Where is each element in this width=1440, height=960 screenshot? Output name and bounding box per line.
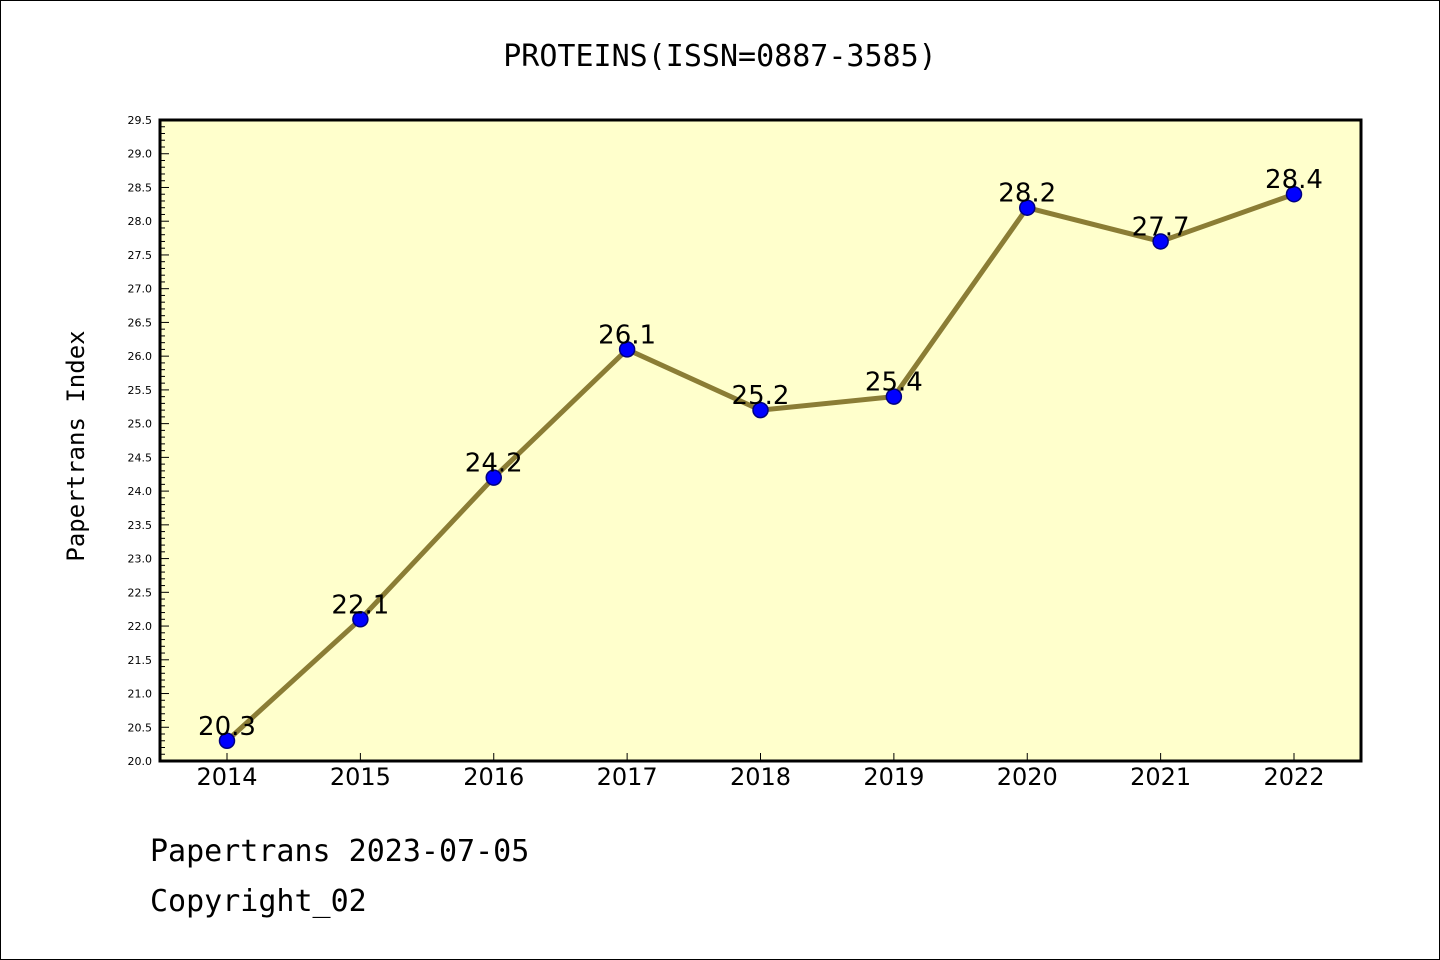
y-tick-label: 21.0 [128,688,153,701]
y-tick-label: 28.5 [128,181,153,194]
data-label: 22.1 [331,590,389,620]
data-label: 20.3 [198,712,256,742]
data-point [1019,199,1036,216]
y-tick-label: 23.5 [128,519,153,532]
x-tick-label: 2018 [730,763,791,791]
y-tick-label: 22.5 [128,586,153,599]
x-tick-label: 2015 [330,763,391,791]
y-tick-label: 26.0 [128,350,153,363]
footer-date: Papertrans 2023-07-05 [150,834,530,869]
y-axis-label: Papertrans Index [62,330,90,561]
y-tick-label: 28.0 [128,215,153,228]
x-tick-label: 2022 [1263,763,1324,791]
data-point [1285,185,1303,203]
data-point [618,341,636,358]
y-tick-label: 25.5 [128,384,153,397]
y-tick-label: 25.0 [128,418,153,431]
data-point [352,611,369,628]
series-layer [218,185,1303,750]
data-label: 28.4 [1265,165,1323,195]
footer-copyright: Copyright_02 [150,884,367,919]
x-tick-label: 2019 [863,763,924,791]
y-tick-label: 21.5 [128,654,153,667]
x-tick-label: 2020 [997,763,1058,791]
data-label: 26.1 [598,320,656,350]
y-axis: 20.0 20.5 21.0 21.5 22.0 22.5 23.0 23.5 24.0 24.5… [128,114,169,768]
y-tick-label: 23.0 [128,553,153,566]
data-label: 24.2 [465,449,523,479]
data-label: 25.4 [865,368,923,398]
y-tick-label: 22.0 [128,620,153,633]
data-point [218,732,236,750]
x-tick-label: 2016 [463,763,524,791]
y-tick-label: 24.5 [128,451,153,464]
data-point [752,401,769,419]
y-tick-label: 27.5 [128,249,153,262]
data-point [485,469,502,486]
chart-title: PROTEINS(ISSN=0887-3585) [503,39,936,74]
data-label: 27.7 [1132,212,1190,242]
data-labels: 20.3 22.1 24.2 26.1 25.2 25.4 28.2 27.7 28.4 [198,165,1323,742]
data-point [1152,233,1169,250]
y-tick-label: 24.0 [128,485,153,498]
y-tick-label: 27.0 [128,283,153,296]
data-point [885,388,903,405]
x-tick-label: 2017 [597,763,658,791]
y-tick-label: 20.0 [128,755,153,768]
x-axis: 2014 2015 2016 2017 2018 2019 2020 2021 2022 [196,753,1325,791]
y-tick-label: 29.0 [128,148,153,161]
y-tick-label: 26.5 [128,316,153,329]
y-tick-label: 20.5 [128,721,153,734]
data-label: 28.2 [998,179,1056,209]
y-tick-label: 29.5 [128,114,153,127]
plot-area [158,118,1363,763]
x-tick-label: 2021 [1130,763,1191,791]
data-label: 25.2 [732,381,790,411]
x-tick-label: 2014 [196,763,257,791]
